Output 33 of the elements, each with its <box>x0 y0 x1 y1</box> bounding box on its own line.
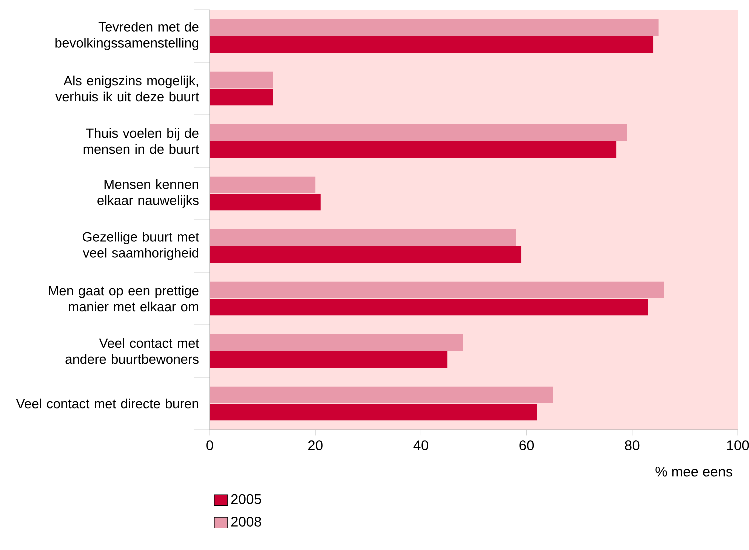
y-tick-label: Veel contact met andere buurtbewoners <box>66 338 200 364</box>
x-tick-label: 20 <box>308 440 323 451</box>
y-tick-label: Men gaat op een prettige manier met elkaar om <box>49 286 199 312</box>
bar <box>210 246 522 264</box>
y-tick-label: Gezellige buurt met veel saamhorigheid <box>82 232 200 260</box>
bar <box>210 124 628 142</box>
bar <box>210 404 538 421</box>
y-tick-label: Tevreden met de bevolkingssamenstelling <box>56 22 199 50</box>
bar <box>210 88 274 106</box>
y-tick-label: Veel contact met directe buren <box>16 398 198 409</box>
x-axis-title: % mee eens <box>656 466 733 477</box>
x-tick-label: 100 <box>727 440 749 451</box>
x-tick-label: 60 <box>520 440 534 451</box>
bar <box>210 282 664 299</box>
x-tick-label: 40 <box>414 440 428 451</box>
y-tick-label: Als enigszins mogelijk, verhuis ik uit deze buurt <box>56 76 200 102</box>
bar <box>210 334 464 352</box>
legend-label: 2005 <box>232 494 262 504</box>
y-tick-label: Mensen kennen elkaar nauwelijks <box>98 180 199 208</box>
x-tick-label: 0 <box>206 440 214 451</box>
bar <box>210 351 448 368</box>
y-tick-label: Thuis voelen bij de mensen in de buurt <box>84 128 200 154</box>
bar <box>210 141 617 158</box>
bar <box>210 36 654 54</box>
bar <box>210 194 321 211</box>
bar <box>210 386 554 404</box>
x-tick-label: 80 <box>625 440 640 451</box>
bar <box>210 176 316 194</box>
bar <box>210 19 659 36</box>
bar <box>210 298 648 316</box>
bar <box>210 229 516 246</box>
bar <box>210 72 274 89</box>
legend-label: 2008 <box>232 516 262 527</box>
